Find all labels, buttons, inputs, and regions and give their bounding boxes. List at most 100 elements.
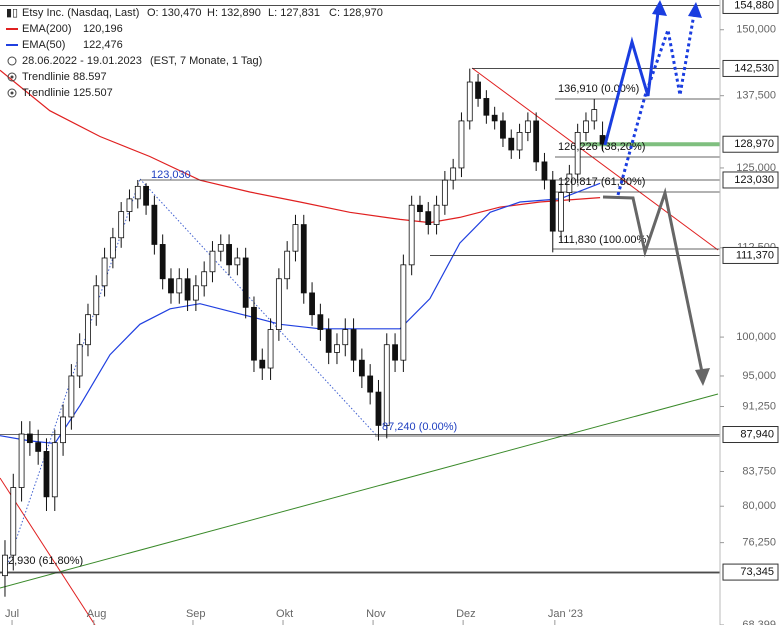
candle-body — [441, 179, 448, 206]
candle-body — [483, 98, 490, 116]
ema-line — [0, 69, 601, 224]
candle-body — [151, 204, 158, 245]
candle-body — [51, 442, 58, 498]
trendline-label: Trendlinie 88.597 — [22, 71, 107, 83]
projection-up-dotted — [616, 13, 696, 196]
candle-body — [184, 278, 191, 301]
candle-body — [292, 224, 299, 252]
candle-body — [325, 329, 332, 353]
candle-body — [458, 120, 465, 169]
candle-body — [168, 278, 174, 294]
price-box — [722, 563, 779, 581]
candle-body — [10, 487, 17, 556]
candle-body — [101, 257, 108, 287]
range-info: (EST, 7 Monate, 1 Tag) — [150, 55, 262, 67]
x-tick-label: Jul — [5, 608, 19, 620]
price-box-label: 73,345 — [740, 566, 774, 578]
high: H: 132,890 — [207, 7, 261, 19]
trendline-red — [471, 67, 719, 251]
price-box-label: 154,880 — [734, 0, 774, 11]
x-tick-label: Jan '23 — [548, 608, 583, 620]
candle-body — [375, 391, 382, 426]
y-tick-label: 83,750 — [742, 465, 776, 477]
trendline-icon — [10, 75, 14, 79]
candle-body — [425, 211, 432, 225]
candle-body — [85, 314, 91, 346]
legend: ▮▯ Etsy Inc. (Nasdaq, Last) O: 130,470 H… — [6, 7, 383, 99]
candle-body — [109, 237, 116, 259]
fib-connector — [139, 178, 378, 437]
y-tick-label: 91,250 — [742, 400, 776, 412]
price-box-label: 128,970 — [734, 138, 774, 150]
candle-body — [226, 244, 232, 266]
annotation: 120,817 (61,80%) — [558, 176, 645, 188]
candle-body — [383, 344, 390, 426]
candle-body — [118, 211, 125, 239]
annotation: 2,930 (61,80%) — [8, 555, 83, 567]
annotation: 111,830 (100.00%) — [558, 234, 650, 246]
price-box-label: 87,940 — [740, 428, 774, 440]
x-tick-label: Aug — [87, 608, 107, 620]
candle-body — [76, 344, 83, 377]
candle-body — [126, 198, 133, 213]
candle-body — [43, 451, 50, 498]
y-tick-label: 80,000 — [742, 500, 776, 512]
candle-body — [242, 257, 249, 308]
candle-body — [508, 137, 515, 151]
candle-body — [209, 250, 216, 273]
candle-body — [275, 278, 282, 330]
projection-up — [603, 11, 660, 146]
x-tick-label: Nov — [366, 608, 386, 620]
candle-body — [392, 344, 398, 361]
legend-value: 120,196 — [83, 23, 123, 35]
candle-body — [35, 442, 42, 452]
candle-body — [159, 244, 166, 280]
annotation: 87,240 (0.00%) — [382, 421, 457, 433]
legend-name: EMA(50) — [22, 39, 65, 51]
annotation: 123,030 — [151, 169, 191, 181]
price-box — [722, 426, 779, 444]
candle-body — [417, 204, 423, 213]
candle-body — [583, 120, 589, 133]
candle-body — [400, 264, 407, 361]
candle-body — [259, 359, 266, 369]
arrow-head — [695, 368, 710, 386]
candle-body — [284, 250, 291, 280]
price-box — [722, 246, 779, 264]
candle-body — [516, 131, 523, 151]
x-tick-label: Dez — [456, 608, 476, 620]
x-tick-label: Sep — [186, 608, 206, 620]
trendline-green — [0, 393, 719, 589]
arrow-head — [688, 2, 702, 18]
candle-body — [93, 285, 100, 316]
candle-body — [450, 167, 457, 181]
candle-body — [558, 192, 564, 232]
y-tick-label: 68,399 — [742, 619, 776, 625]
candle-body — [574, 131, 581, 175]
ticker-icon: ▮▯ — [6, 7, 18, 19]
low: L: 127,831 — [268, 7, 320, 19]
price-box — [722, 135, 779, 153]
trendline-icon — [7, 72, 17, 82]
projection-down — [602, 187, 704, 373]
candle-body — [433, 204, 440, 225]
candle-body — [2, 554, 8, 577]
y-tick-label: 95,000 — [742, 370, 776, 382]
legend-name: EMA(200) — [22, 23, 72, 35]
candle-body — [134, 185, 141, 200]
annotation: 126,226 (38,20%) — [558, 141, 645, 153]
candle-body — [309, 292, 315, 316]
candle-body — [317, 314, 324, 330]
projections — [602, 0, 710, 386]
y-tick-label: 125,000 — [736, 162, 776, 174]
range: 28.06.2022 - 19.01.2023 — [22, 55, 142, 67]
candle-body — [475, 81, 481, 99]
candle-body — [549, 179, 556, 232]
arrow-head — [652, 0, 667, 16]
price-marks — [0, 5, 720, 597]
candle-body — [408, 204, 415, 266]
price-box-label: 111,370 — [736, 249, 774, 261]
candle-body — [591, 109, 598, 122]
trendline-icon — [10, 91, 14, 95]
